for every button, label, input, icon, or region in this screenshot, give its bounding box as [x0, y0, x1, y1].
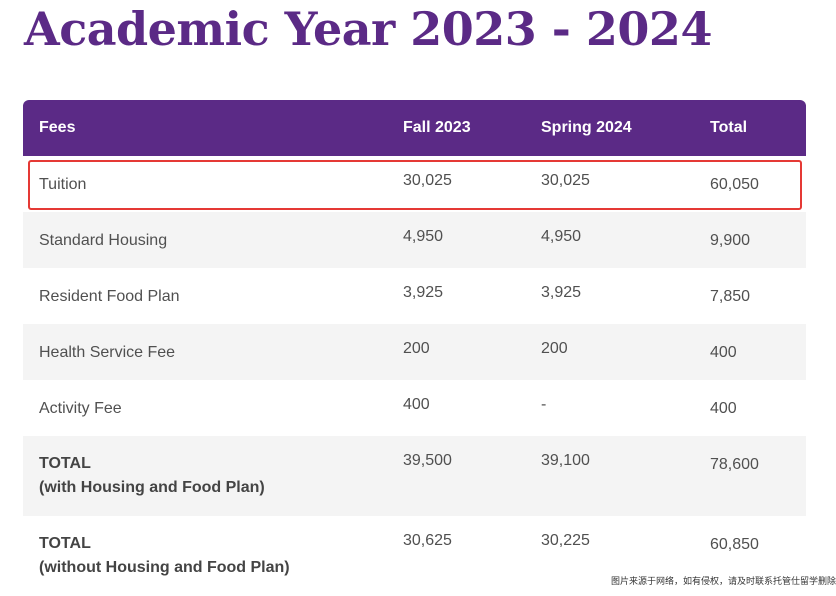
spring-value: - — [541, 396, 547, 413]
total-label: TOTAL (with Housing and Food Plan) — [23, 436, 403, 516]
fee-label: Activity Fee — [39, 400, 122, 417]
fees-table-container: Fees Fall 2023 Spring 2024 Total Tuition… — [23, 100, 806, 596]
fall-value: 30,625 — [403, 532, 452, 549]
fee-label: Resident Food Plan — [39, 288, 180, 305]
fall-value: 39,500 — [403, 452, 452, 469]
table-row-total-without-housing: TOTAL (without Housing and Food Plan) 30… — [23, 516, 806, 596]
header-total: Total — [710, 119, 748, 136]
table-row-activity-fee: Activity Fee 400 - 400 — [23, 380, 806, 436]
total-label-main: TOTAL — [39, 455, 91, 472]
fall-value: 400 — [403, 396, 430, 413]
total-value: 78,600 — [710, 456, 759, 473]
spring-value: 200 — [541, 340, 568, 357]
spring-value: 30,225 — [541, 532, 590, 549]
fee-label: Health Service Fee — [39, 344, 176, 361]
table-row-tuition: Tuition 30,025 30,025 60,050 — [23, 156, 806, 212]
total-value: 400 — [710, 400, 737, 417]
total-value: 60,850 — [710, 536, 759, 553]
spring-value: 39,100 — [541, 452, 590, 469]
header-fall-2023: Fall 2023 — [403, 119, 471, 136]
total-value: 60,050 — [710, 176, 759, 193]
table-row-standard-housing: Standard Housing 4,950 4,950 9,900 — [23, 212, 806, 268]
fall-value: 3,925 — [403, 284, 444, 301]
fall-value: 4,950 — [403, 228, 444, 245]
fees-table: Fees Fall 2023 Spring 2024 Total Tuition… — [23, 100, 806, 596]
total-value: 400 — [710, 344, 737, 361]
total-label-sub: (with Housing and Food Plan) — [39, 479, 265, 496]
total-value: 7,850 — [710, 288, 751, 305]
spring-value: 30,025 — [541, 172, 590, 189]
watermark-text: 图片来源于网络，如有侵权，请及时联系托管仕留学删除 — [610, 577, 836, 587]
tuition-row-highlight-box — [28, 160, 802, 210]
total-value: 9,900 — [710, 232, 751, 249]
table-row-total-with-housing: TOTAL (with Housing and Food Plan) 39,50… — [23, 436, 806, 516]
fall-value: 200 — [403, 340, 430, 357]
total-label: TOTAL (without Housing and Food Plan) — [23, 516, 403, 596]
header-spring-2024: Spring 2024 — [541, 119, 632, 136]
fee-label: Standard Housing — [39, 232, 168, 249]
table-row-resident-food-plan: Resident Food Plan 3,925 3,925 7,850 — [23, 268, 806, 324]
total-label-sub: (without Housing and Food Plan) — [39, 559, 290, 576]
table-row-health-service-fee: Health Service Fee 200 200 400 — [23, 324, 806, 380]
table-header-row: Fees Fall 2023 Spring 2024 Total — [23, 100, 806, 156]
fall-value: 30,025 — [403, 172, 452, 189]
fee-label: Tuition — [39, 176, 87, 193]
spring-value: 3,925 — [541, 284, 582, 301]
header-fees: Fees — [39, 119, 76, 136]
page-title: Academic Year 2023 - 2024 — [24, 2, 712, 56]
total-label-main: TOTAL — [39, 535, 91, 552]
spring-value: 4,950 — [541, 228, 582, 245]
